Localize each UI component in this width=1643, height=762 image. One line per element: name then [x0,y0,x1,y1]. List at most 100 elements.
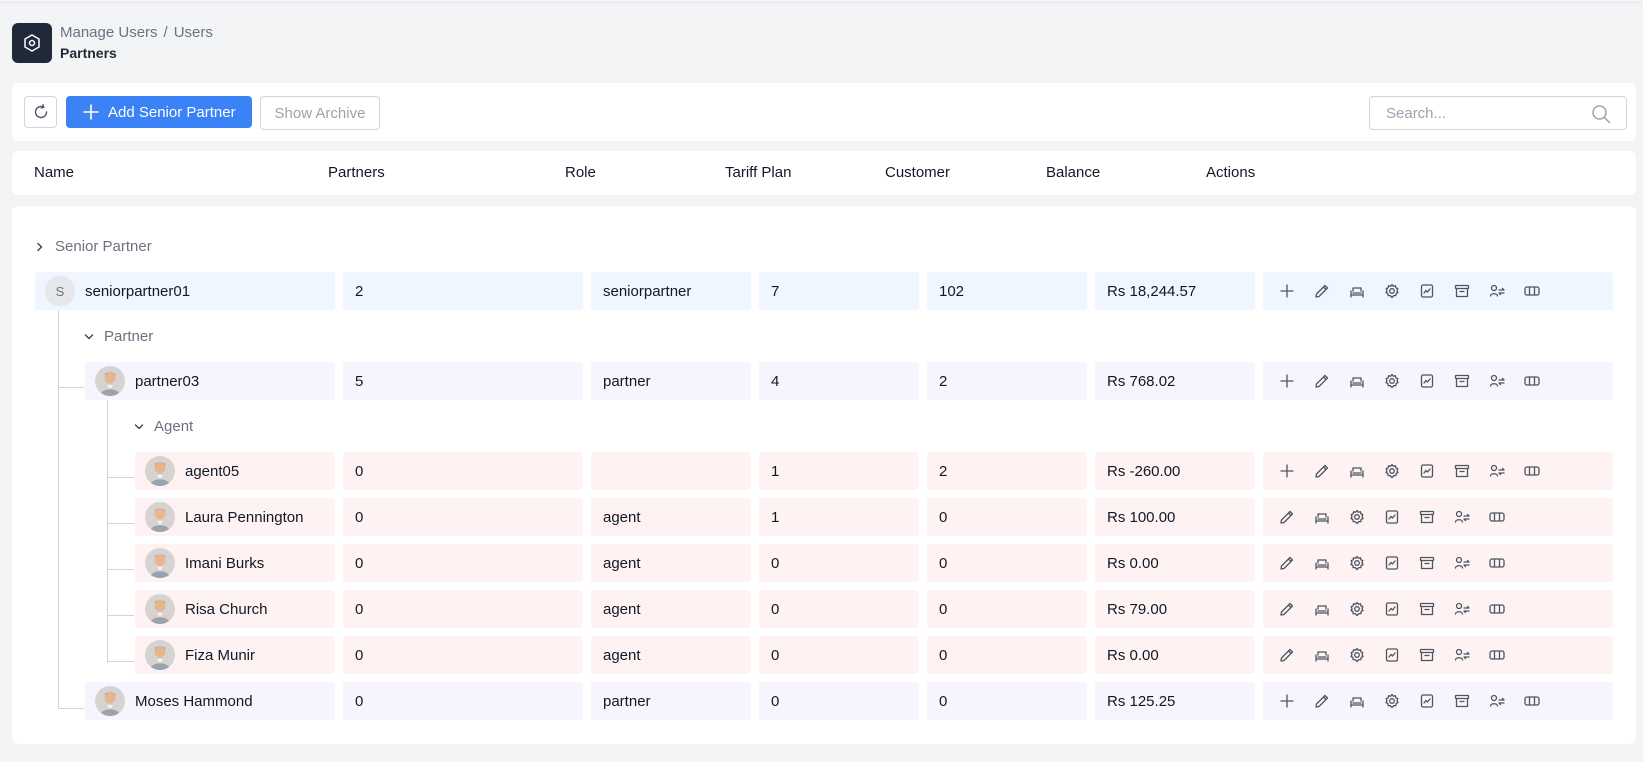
column-partners[interactable]: Partners [328,164,385,181]
column-balance[interactable]: Balance [1046,164,1100,181]
transfer-icon[interactable] [1452,645,1472,665]
cash-icon[interactable] [1487,507,1507,527]
settings-icon[interactable] [1382,281,1402,301]
settings-icon[interactable] [1347,599,1367,619]
plus-icon[interactable] [1277,281,1297,301]
group-agent[interactable]: Agent [134,418,193,435]
sofa-icon[interactable] [1347,281,1367,301]
table-row[interactable]: Moses Hammond 0 partner 0 0 Rs 125.25 [0,682,1643,720]
cell-name[interactable]: agent05 [135,452,335,490]
search-input[interactable] [1386,105,1576,122]
refresh-button[interactable] [24,96,57,128]
report-icon[interactable] [1417,461,1437,481]
breadcrumb-manage-users[interactable]: Manage Users [60,23,158,43]
plus-icon[interactable] [1277,371,1297,391]
settings-icon[interactable] [1382,691,1402,711]
settings-icon[interactable] [1347,553,1367,573]
cell-name[interactable]: Fiza Munir [135,636,335,674]
sofa-icon[interactable] [1312,599,1332,619]
edit-icon[interactable] [1277,553,1297,573]
group-partner[interactable]: Partner [84,328,153,345]
report-icon[interactable] [1382,599,1402,619]
transfer-icon[interactable] [1487,461,1507,481]
archive-icon[interactable] [1417,599,1437,619]
sofa-icon[interactable] [1347,461,1367,481]
transfer-icon[interactable] [1452,599,1472,619]
settings-icon[interactable] [1382,461,1402,481]
cash-icon[interactable] [1522,461,1542,481]
archive-icon[interactable] [1452,461,1472,481]
edit-icon[interactable] [1277,507,1297,527]
transfer-icon[interactable] [1487,691,1507,711]
cell-name[interactable]: Moses Hammond [85,682,335,720]
breadcrumb-users[interactable]: Users [174,23,213,43]
group-senior-partner[interactable]: Senior Partner [35,238,152,255]
column-tariff-plan[interactable]: Tariff Plan [725,164,791,181]
plus-icon[interactable] [1277,461,1297,481]
sofa-icon[interactable] [1347,691,1367,711]
table-row[interactable]: Risa Church 0 agent 0 0 Rs 79.00 [0,590,1643,628]
report-icon[interactable] [1382,553,1402,573]
cash-icon[interactable] [1487,645,1507,665]
app-logo[interactable] [12,23,52,63]
sofa-icon[interactable] [1312,645,1332,665]
transfer-icon[interactable] [1487,371,1507,391]
column-customer[interactable]: Customer [885,164,950,181]
column-role[interactable]: Role [565,164,596,181]
cash-icon[interactable] [1522,371,1542,391]
table-row[interactable]: agent05 0 1 2 Rs -260.00 [0,452,1643,490]
archive-icon[interactable] [1452,691,1472,711]
archive-icon[interactable] [1452,281,1472,301]
edit-icon[interactable] [1312,691,1332,711]
report-icon[interactable] [1417,281,1437,301]
transfer-icon[interactable] [1452,507,1472,527]
edit-icon[interactable] [1277,645,1297,665]
show-archive-button[interactable]: Show Archive [260,96,380,130]
cell-name[interactable]: Imani Burks [135,544,335,582]
cash-icon[interactable] [1487,599,1507,619]
cell-tariff-plan: 0 [759,544,919,582]
edit-icon[interactable] [1312,461,1332,481]
cell-partners: 0 [343,682,583,720]
table-row[interactable]: Fiza Munir 0 agent 0 0 Rs 0.00 [0,636,1643,674]
sofa-icon[interactable] [1347,371,1367,391]
edit-icon[interactable] [1277,599,1297,619]
archive-icon[interactable] [1417,553,1437,573]
cell-name[interactable]: Risa Church [135,590,335,628]
cell-name[interactable]: Laura Pennington [135,498,335,536]
add-senior-partner-button[interactable]: Add Senior Partner [66,96,252,128]
group-label: Senior Partner [55,238,152,255]
cash-icon[interactable] [1522,691,1542,711]
report-icon[interactable] [1382,507,1402,527]
column-name[interactable]: Name [34,164,74,181]
cell-actions [1263,590,1613,628]
table-row[interactable]: Laura Pennington 0 agent 1 0 Rs 100.00 [0,498,1643,536]
cell-tariff-plan: 0 [759,590,919,628]
sofa-icon[interactable] [1312,507,1332,527]
cash-icon[interactable] [1487,553,1507,573]
transfer-icon[interactable] [1487,281,1507,301]
archive-icon[interactable] [1417,645,1437,665]
edit-icon[interactable] [1312,371,1332,391]
settings-icon[interactable] [1347,645,1367,665]
cell-role: agent [591,590,751,628]
search-icon[interactable] [1591,104,1611,128]
report-icon[interactable] [1382,645,1402,665]
table-row[interactable]: Imani Burks 0 agent 0 0 Rs 0.00 [0,544,1643,582]
settings-icon[interactable] [1347,507,1367,527]
report-icon[interactable] [1417,371,1437,391]
cash-icon[interactable] [1522,281,1542,301]
plus-icon[interactable] [1277,691,1297,711]
settings-icon[interactable] [1382,371,1402,391]
table-row[interactable]: partner03 5 partner 4 2 Rs 768.02 [0,362,1643,400]
report-icon[interactable] [1417,691,1437,711]
edit-icon[interactable] [1312,281,1332,301]
archive-icon[interactable] [1452,371,1472,391]
cell-name[interactable]: partner03 [85,362,335,400]
transfer-icon[interactable] [1452,553,1472,573]
archive-icon[interactable] [1417,507,1437,527]
sofa-icon[interactable] [1312,553,1332,573]
avatar [95,366,125,396]
